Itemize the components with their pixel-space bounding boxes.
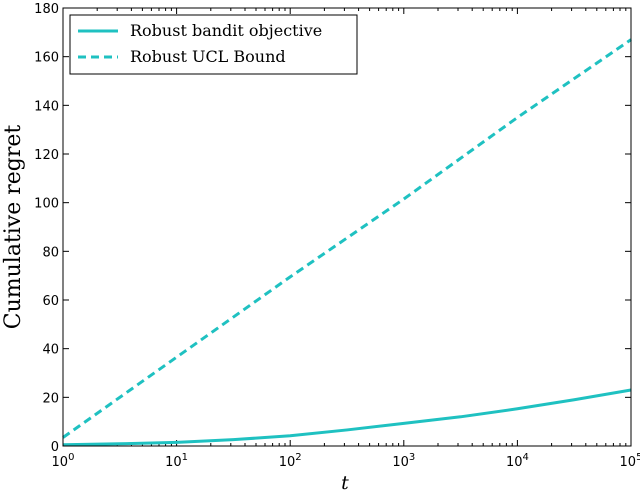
x-tick-label: 103 [392,452,415,470]
legend-label-robust-ucl-bound: Robust UCL Bound [130,47,286,66]
y-tick-label: 80 [42,245,59,260]
x-tick-label: 104 [506,452,529,470]
y-tick-label: 60 [42,294,59,309]
x-axis-ticks: 100 101 102 103 104 105 [52,8,640,470]
series-layer [62,38,632,447]
y-tick-label: 140 [34,99,59,114]
legend-box [69,14,358,75]
legend: Robust bandit objective Robust UCL Bound [69,14,358,75]
x-tick-label: 100 [52,452,75,470]
y-tick-label: 180 [34,2,59,17]
y-tick-label: 160 [34,51,59,66]
x-axis-title: t [341,472,349,493]
y-tick-label: 0 [51,440,59,455]
y-tick-label: 20 [42,391,59,406]
y-tick-label: 100 [34,197,59,212]
x-tick-label: 105 [620,452,640,470]
y-axis-ticks: 0 20 40 60 80 100 120 140 160 180 [34,2,631,455]
y-tick-label: 40 [42,343,59,358]
x-tick-label: 101 [165,452,188,470]
series-line-robust-ucl-bound [62,38,632,439]
legend-label-robust-bandit-objective: Robust bandit objective [130,21,322,40]
x-tick-label: 102 [279,452,302,470]
y-axis-title: Cumulative regret [1,125,26,330]
y-tick-label: 120 [34,148,59,163]
plot-frame [62,7,632,447]
series-line-robust-bandit-objective [62,388,632,447]
